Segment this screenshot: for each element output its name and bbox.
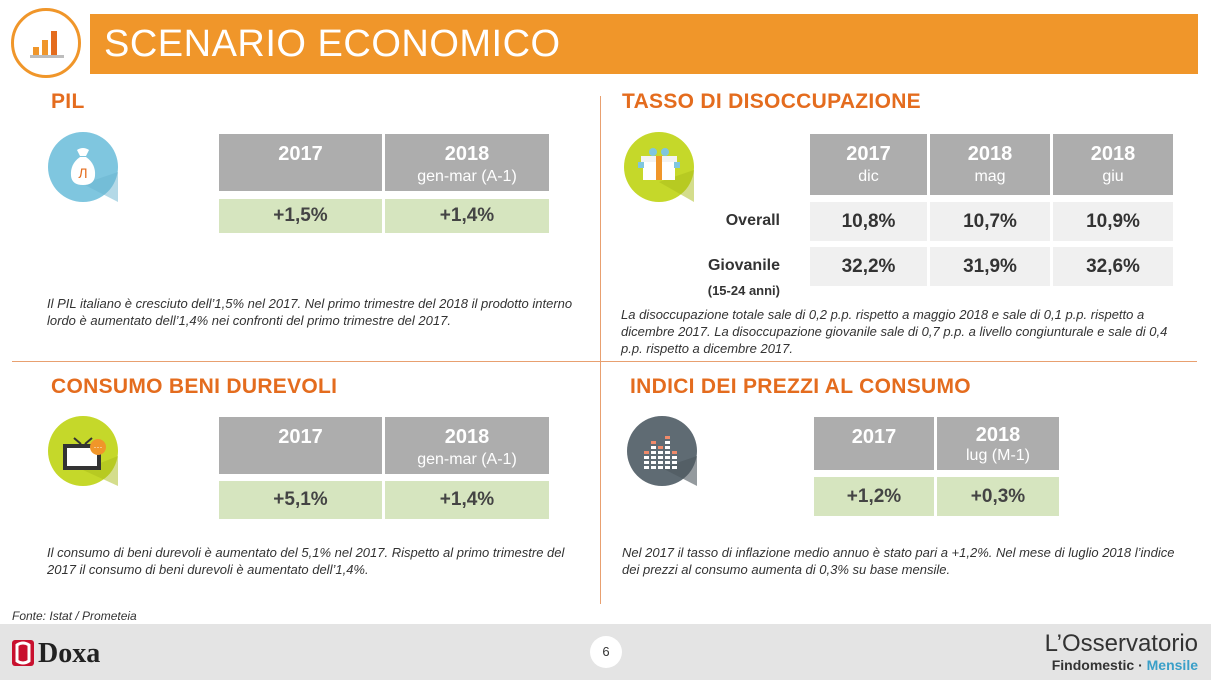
money-bag-icon: Л: [48, 132, 118, 202]
disoccupazione-note: La disoccupazione totale sale di 0,2 p.p…: [621, 307, 1168, 356]
giovanile-value-giu: 32,6%: [1053, 247, 1173, 286]
row-sublabel-giovanile: (15-24 anni): [707, 283, 780, 298]
disoccupazione-header-mag: 2018 mag: [930, 134, 1050, 195]
consumo-header-2018: 2018 gen-mar (A-1): [385, 417, 549, 474]
equalizer-bars-icon: [627, 416, 697, 486]
consumo-title: CONSUMO BENI DUREVOLI: [51, 375, 338, 398]
page-number: 6: [590, 636, 622, 668]
consumo-note: Il consumo di beni durevoli è aumentato …: [47, 545, 565, 577]
television-icon: ···: [48, 416, 118, 486]
consumo-header-2017: 2017: [219, 417, 382, 474]
prezzi-value-2017: +1,2%: [814, 477, 934, 516]
prezzi-header-2018: 2018 lug (M-1): [937, 417, 1059, 470]
brand-title: L’Osservatorio: [1044, 630, 1198, 657]
doxa-logo-icon: [12, 640, 34, 666]
vertical-divider: [600, 96, 601, 604]
doxa-wordmark: Doxa: [38, 638, 101, 669]
disoccupazione-header-dic: 2017 dic: [810, 134, 927, 195]
overall-value-mag: 10,7%: [930, 202, 1050, 241]
prezzi-value-2018: +0,3%: [937, 477, 1059, 516]
row-label-giovanile: Giovanile: [707, 257, 780, 274]
pil-header-2018: 2018 gen-mar (A-1): [385, 134, 549, 191]
giovanile-value-mag: 31,9%: [930, 247, 1050, 286]
overall-value-giu: 10,9%: [1053, 202, 1173, 241]
prezzi-title: INDICI DEI PREZZI AL CONSUMO: [630, 375, 971, 398]
pil-title: PIL: [51, 90, 85, 113]
svg-text:Л: Л: [78, 165, 87, 181]
pil-header-2017: 2017: [219, 134, 382, 191]
pil-value-2018: +1,4%: [385, 199, 549, 233]
brand-separator: ·: [1138, 657, 1143, 673]
brand-findomestic: Findomestic: [1051, 657, 1135, 673]
pil-value-2017: +1,5%: [219, 199, 382, 233]
page-title: SCENARIO ECONOMICO: [104, 23, 561, 65]
row-label-overall: Overall: [725, 212, 780, 229]
prezzi-header-2017: 2017: [814, 417, 934, 470]
disoccupazione-header-giu: 2018 giu: [1053, 134, 1173, 195]
brand-mensile: Mensile: [1146, 657, 1198, 673]
overall-value-dic: 10,8%: [810, 202, 927, 241]
source-note: Fonte: Istat / Prometeia: [12, 609, 137, 623]
brand-subtitle: Findomestic · Mensile: [980, 656, 1198, 674]
consumo-value-2017: +5,1%: [219, 481, 382, 519]
prezzi-note: Nel 2017 il tasso di inflazione medio an…: [622, 545, 1175, 577]
giovanile-value-dic: 32,2%: [810, 247, 927, 286]
disoccupazione-title: TASSO DI DISOCCUPAZIONE: [622, 90, 921, 113]
chart-logo-icon: [11, 8, 81, 78]
svg-text:···: ···: [94, 442, 103, 452]
header-bar: [90, 14, 1198, 74]
consumo-value-2018: +1,4%: [385, 481, 549, 519]
gift-box-icon: [624, 132, 694, 202]
horizontal-divider: [12, 361, 1197, 362]
pil-note: Il PIL italiano è cresciuto dell’1,5% ne…: [47, 296, 573, 328]
